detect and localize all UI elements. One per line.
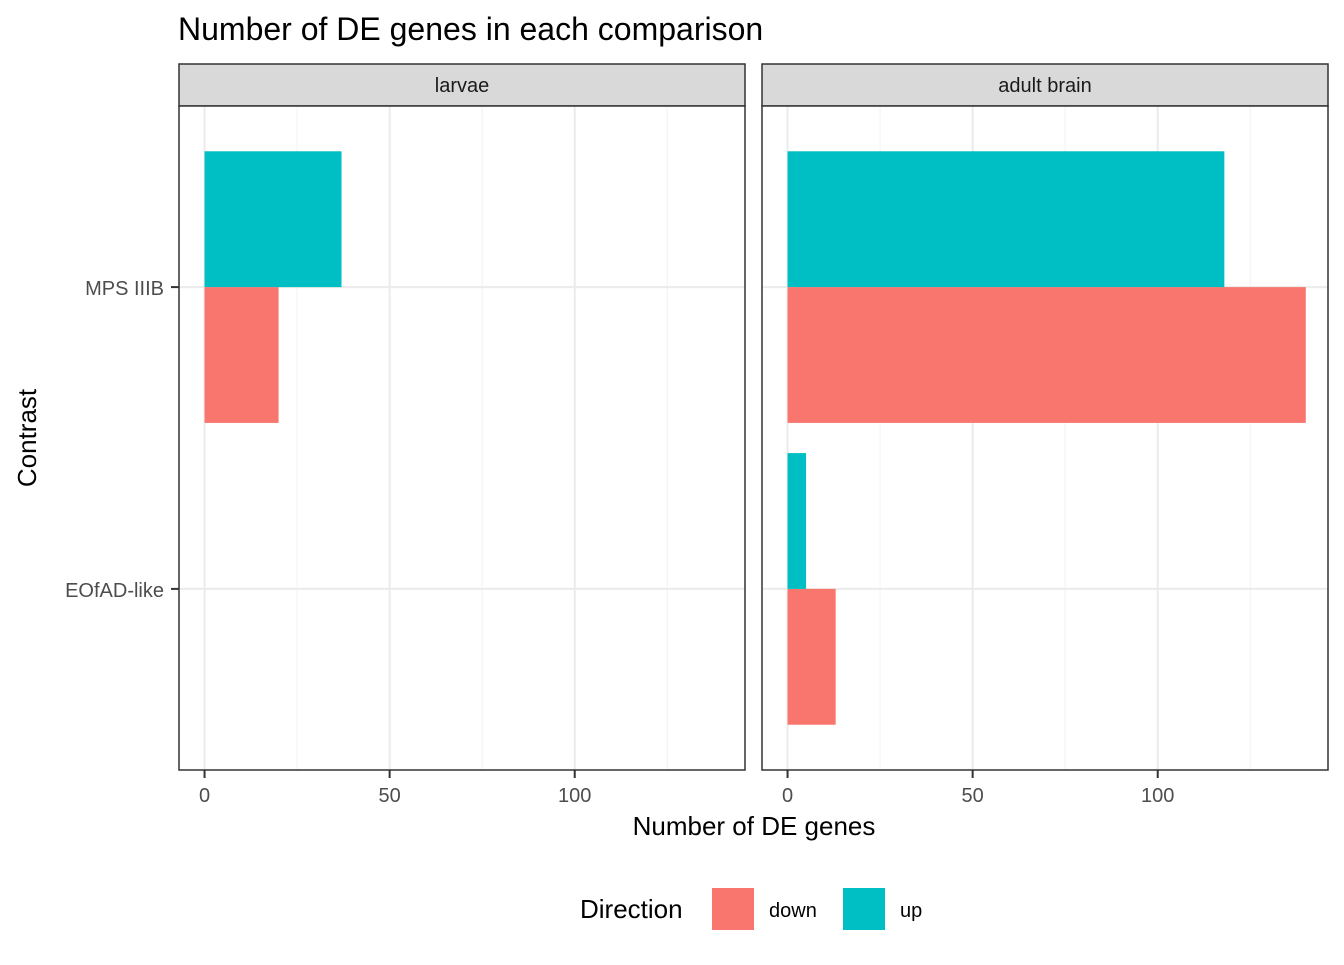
x-tick-label-0: 0 bbox=[782, 785, 793, 807]
facet-panels: larvae 0 50 100 adult brain 0 50 100 bbox=[178, 63, 1329, 807]
bar-adult-brain-mps-iiib-up bbox=[787, 151, 1225, 288]
facet-strip-larvae bbox=[178, 63, 746, 107]
facet-label-larvae: larvae bbox=[435, 75, 489, 97]
panel-border bbox=[178, 105, 746, 771]
x-tick-label-0: 0 bbox=[199, 785, 210, 807]
legend-label-down: down bbox=[769, 900, 817, 922]
facet-strip-adult-brain bbox=[761, 63, 1329, 107]
bar-larvae-mps-iiib-down bbox=[204, 287, 279, 423]
y-axis-label: Contrast bbox=[12, 388, 42, 487]
panel-larvae: larvae 0 50 100 bbox=[178, 63, 746, 807]
legend: Direction down up bbox=[580, 888, 922, 930]
panel-border bbox=[761, 105, 1329, 771]
bar-adult-brain-eofad-like-up bbox=[787, 453, 807, 589]
legend-entries: down up bbox=[712, 888, 922, 930]
x-tick-label-50: 50 bbox=[962, 785, 984, 807]
y-tick-label-mps-iiib: MPS IIIB bbox=[85, 278, 164, 300]
x-axis-label: Number of DE genes bbox=[633, 811, 876, 841]
x-tick-label-100: 100 bbox=[1141, 785, 1174, 807]
y-tick-label-eofad-like: EOfAD-like bbox=[65, 580, 164, 602]
legend-title: Direction bbox=[580, 894, 683, 924]
legend-swatch-down bbox=[712, 888, 754, 930]
panel-adult-brain: adult brain 0 50 100 bbox=[761, 63, 1329, 807]
x-tick-label-100: 100 bbox=[558, 785, 591, 807]
bar-adult-brain-mps-iiib-down bbox=[787, 287, 1306, 423]
x-tick-label-50: 50 bbox=[379, 785, 401, 807]
legend-label-up: up bbox=[900, 900, 922, 922]
chart-title: Number of DE genes in each comparison bbox=[178, 11, 763, 47]
y-axis: MPS IIIB EOfAD-like bbox=[65, 278, 179, 602]
facet-label-adult-brain: adult brain bbox=[998, 75, 1091, 97]
legend-swatch-up bbox=[843, 888, 885, 930]
bar-larvae-mps-iiib-up bbox=[204, 151, 342, 288]
bar-adult-brain-eofad-like-down bbox=[787, 588, 836, 725]
